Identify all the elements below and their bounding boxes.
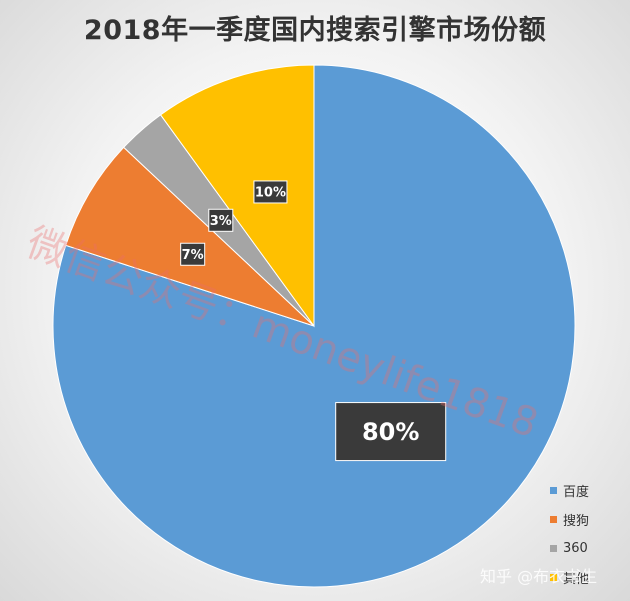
legend-label-360: 360 [563,541,588,556]
data-label-box-360 [208,208,234,232]
data-label-text-360: 3% [210,214,232,229]
legend-item-360: 360 [550,534,589,563]
chart-legend: 百度 搜狗 360 其他 [550,476,589,592]
legend-item-other: 其他 [550,563,589,592]
pie-slice-other [159,64,315,328]
legend-label-other: 其他 [563,572,590,587]
pie-slice-sogou [65,146,315,327]
legend-swatch-sogou [550,516,557,523]
chart-title: 2018年一季度国内搜索引擎市场份额 [83,15,547,46]
legend-label-sogou: 搜狗 [563,514,590,529]
data-label-text-baidu: 80% [362,418,419,446]
data-label-other: 10% [253,180,288,204]
legend-item-sogou: 搜狗 [550,505,589,534]
data-label-box-other [253,180,288,204]
data-label-sogou: 7% [180,242,206,266]
data-label-text-sogou: 7% [182,248,204,263]
legend-swatch-baidu [550,487,557,494]
legend-item-baidu: 百度 [550,476,589,505]
attribution-text: 知乎 @布衣书生 [480,567,598,586]
data-label-text-other: 10% [255,186,286,201]
legend-swatch-other [550,574,557,581]
data-label-360: 3% [208,208,234,232]
legend-label-baidu: 百度 [563,485,590,500]
legend-swatch-360 [550,545,557,552]
data-label-box-sogou [180,242,206,266]
data-label-baidu: 80% [335,402,447,462]
data-label-box-baidu [335,402,447,462]
